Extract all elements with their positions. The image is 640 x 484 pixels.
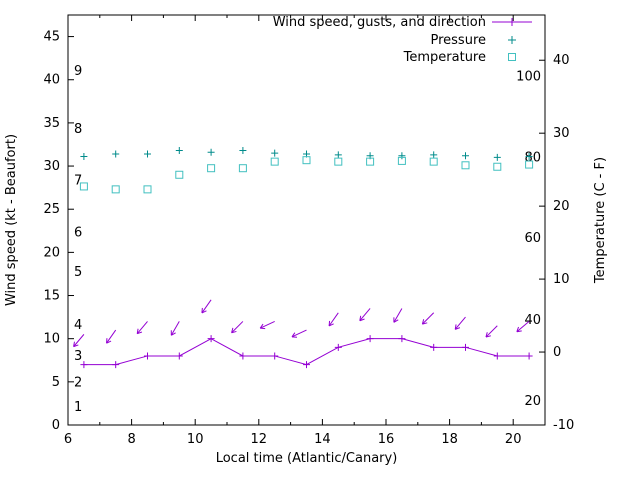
beaufort-label: 5: [74, 265, 82, 280]
y-left-tick-label: 40: [43, 73, 60, 88]
x-tick-label: 10: [187, 432, 204, 447]
beaufort-label: 2: [74, 376, 82, 391]
fahrenheit-label: 100: [516, 69, 541, 84]
fahrenheit-label: 40: [524, 313, 541, 328]
x-tick-label: 8: [127, 432, 135, 447]
y-left-tick-label: 0: [52, 418, 60, 433]
beaufort-label: 8: [74, 122, 82, 137]
x-tick-label: 16: [378, 432, 395, 447]
y-right-tick-label: 20: [553, 199, 570, 214]
beaufort-label: 1: [74, 400, 82, 415]
fahrenheit-label: 60: [524, 231, 541, 246]
x-tick-label: 14: [314, 432, 331, 447]
y-right-axis-title: Temperature (C - F): [593, 157, 608, 284]
y-left-tick-label: 5: [52, 375, 60, 390]
legend-label-pressure: Pressure: [430, 33, 486, 48]
x-tick-label: 6: [64, 432, 72, 447]
y-left-tick-label: 25: [43, 202, 60, 217]
legend-label-temperature: Temperature: [403, 50, 486, 65]
y-left-tick-label: 35: [43, 116, 60, 131]
y-left-axis-title: Wind speed (kt - Beaufort): [4, 134, 19, 306]
y-left-tick-label: 30: [43, 159, 60, 174]
y-left-tick-label: 20: [43, 245, 60, 260]
beaufort-label: 7: [74, 174, 82, 189]
beaufort-label: 6: [74, 226, 82, 241]
beaufort-label: 9: [74, 64, 82, 79]
y-left-tick-label: 15: [43, 289, 60, 304]
x-tick-label: 12: [251, 432, 268, 447]
fahrenheit-label: 20: [524, 394, 541, 409]
beaufort-label: 4: [74, 318, 82, 333]
y-right-tick-label: 40: [553, 53, 570, 68]
y-right-tick-label: 10: [553, 272, 570, 287]
beaufort-label: 3: [74, 349, 82, 364]
x-tick-label: 18: [441, 432, 458, 447]
y-right-tick-label: -10: [553, 418, 574, 433]
legend-label-wind: Wind speed, gusts, and direction: [273, 15, 486, 30]
x-tick-label: 20: [505, 432, 522, 447]
y-left-tick-label: 45: [43, 30, 60, 45]
y-right-tick-label: 0: [553, 345, 561, 360]
y-right-tick-label: 30: [553, 126, 570, 141]
y-left-tick-label: 10: [43, 332, 60, 347]
x-axis-title: Local time (Atlantic/Canary): [216, 451, 398, 466]
